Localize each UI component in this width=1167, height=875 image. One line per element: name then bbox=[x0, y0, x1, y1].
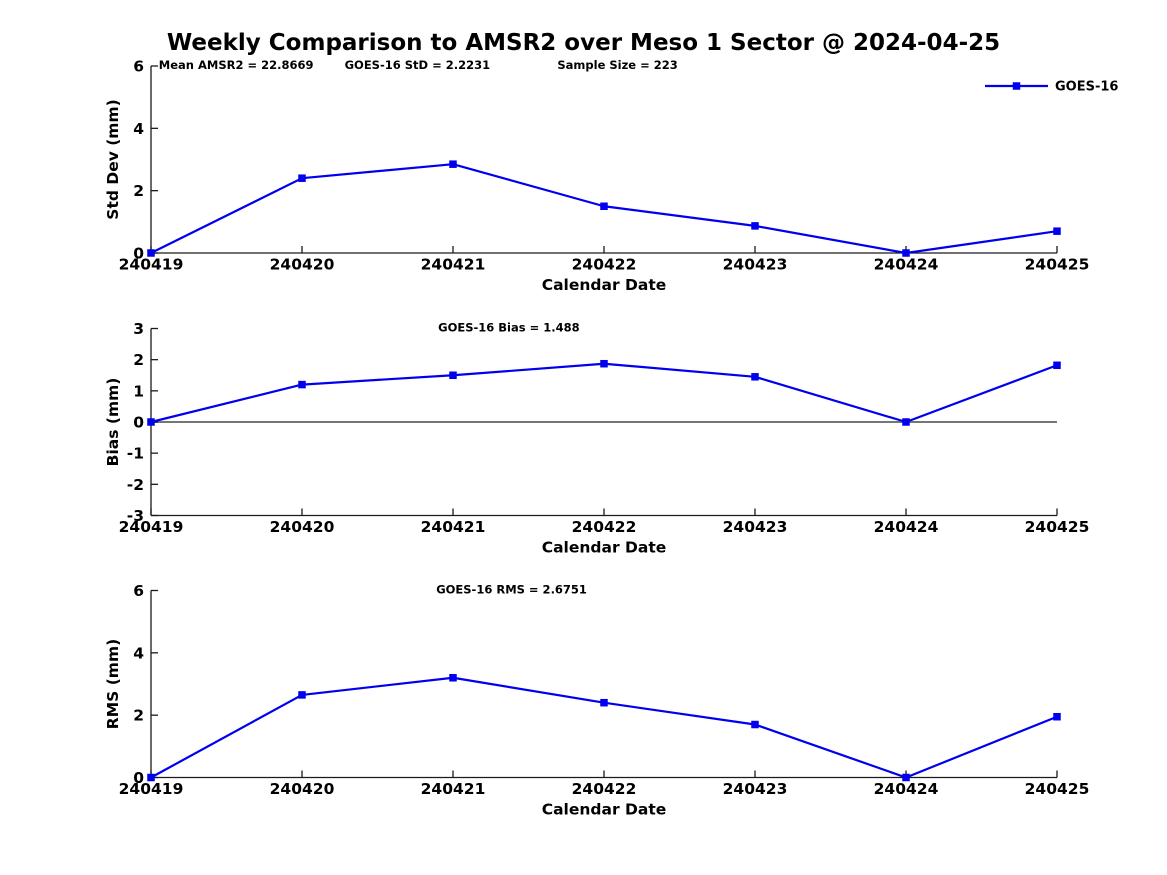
x-tick-label: 240423 bbox=[723, 518, 788, 536]
data-point-marker bbox=[751, 373, 759, 381]
data-point-marker bbox=[449, 160, 457, 168]
x-tick-label: 240423 bbox=[723, 256, 788, 274]
y-tick-label: 0 bbox=[133, 769, 144, 787]
annotation-text: GOES-16 RMS = 2.6751 bbox=[436, 583, 587, 597]
x-tick-label: 240422 bbox=[572, 256, 637, 274]
x-axis-title: Calendar Date bbox=[542, 539, 667, 557]
data-point-marker bbox=[449, 674, 457, 682]
annotation-text: Sample Size = 223 bbox=[557, 58, 677, 72]
x-tick-label: 240421 bbox=[421, 518, 486, 536]
y-tick-label: 2 bbox=[133, 351, 144, 369]
x-tick-label: 240420 bbox=[270, 780, 335, 798]
x-tick-label: 240424 bbox=[874, 256, 939, 274]
y-axis-title: Bias (mm) bbox=[104, 378, 122, 467]
data-point-marker bbox=[902, 418, 910, 426]
y-tick-label: 4 bbox=[133, 120, 144, 138]
x-tick-label: 240422 bbox=[572, 518, 637, 536]
data-point-marker bbox=[751, 222, 759, 230]
y-tick-label: 0 bbox=[133, 245, 144, 263]
data-line bbox=[150, 676, 1058, 779]
x-tick-label: 240419 bbox=[119, 780, 184, 798]
x-tick-label: 240425 bbox=[1025, 518, 1090, 536]
y-tick-label: -3 bbox=[127, 507, 144, 525]
annotation-text: GOES-16 StD = 2.2231 bbox=[345, 58, 490, 72]
x-axis-title: Calendar Date bbox=[542, 801, 667, 819]
data-point-marker bbox=[147, 773, 155, 782]
annotation-text: GOES-16 Bias = 1.488 bbox=[438, 321, 579, 335]
x-tick-label: 240420 bbox=[270, 518, 335, 536]
y-tick-label: 6 bbox=[133, 58, 144, 76]
data-point-marker bbox=[449, 371, 457, 379]
data-line bbox=[150, 362, 1058, 424]
legend-marker bbox=[1012, 82, 1021, 90]
x-tick-label: 240422 bbox=[572, 780, 637, 798]
x-tick-label: 240425 bbox=[1025, 256, 1090, 274]
y-tick-label: 2 bbox=[133, 182, 144, 200]
y-tick-label: 0 bbox=[133, 414, 144, 432]
y-axis-title: Std Dev (mm) bbox=[104, 99, 122, 219]
data-point-marker bbox=[600, 202, 608, 210]
data-point-marker bbox=[1053, 712, 1061, 721]
x-tick-label: 240421 bbox=[421, 256, 486, 274]
x-tick-label: 240425 bbox=[1025, 780, 1090, 798]
data-point-marker bbox=[751, 720, 759, 729]
x-tick-label: 240424 bbox=[874, 780, 939, 798]
x-tick-label: 240420 bbox=[270, 256, 335, 274]
x-tick-label: 240421 bbox=[421, 780, 486, 798]
data-point-marker bbox=[147, 249, 155, 257]
y-tick-label: 1 bbox=[133, 382, 144, 400]
legend-label: GOES-16 bbox=[1055, 80, 1118, 95]
y-tick-label: 3 bbox=[133, 320, 144, 338]
data-point-marker bbox=[902, 249, 910, 257]
data-point-marker bbox=[1053, 227, 1061, 235]
data-point-marker bbox=[1053, 361, 1061, 370]
y-tick-label: 2 bbox=[133, 707, 144, 725]
figure-title: Weekly Comparison to AMSR2 over Meso 1 S… bbox=[166, 30, 1001, 56]
data-point-marker bbox=[298, 691, 306, 699]
y-axis-title: RMS (mm) bbox=[104, 639, 122, 729]
x-tick-label: 240419 bbox=[119, 256, 184, 274]
data-point-marker bbox=[600, 698, 608, 707]
y-tick-label: -2 bbox=[127, 476, 144, 494]
y-tick-label: 6 bbox=[133, 582, 144, 600]
x-tick-label: 240423 bbox=[723, 780, 788, 798]
data-point-marker bbox=[147, 418, 155, 426]
data-point-marker bbox=[600, 359, 608, 368]
x-axis-title: Calendar Date bbox=[542, 276, 667, 294]
annotation-text: Mean AMSR2 = 22.8669 bbox=[159, 58, 314, 72]
data-point-marker bbox=[298, 380, 306, 389]
y-tick-label: 4 bbox=[133, 644, 144, 662]
data-point-marker bbox=[298, 174, 306, 182]
data-point-marker bbox=[902, 773, 910, 782]
x-tick-label: 240424 bbox=[874, 518, 939, 536]
x-tick-label: 240419 bbox=[119, 518, 184, 536]
y-tick-label: -1 bbox=[127, 445, 144, 463]
